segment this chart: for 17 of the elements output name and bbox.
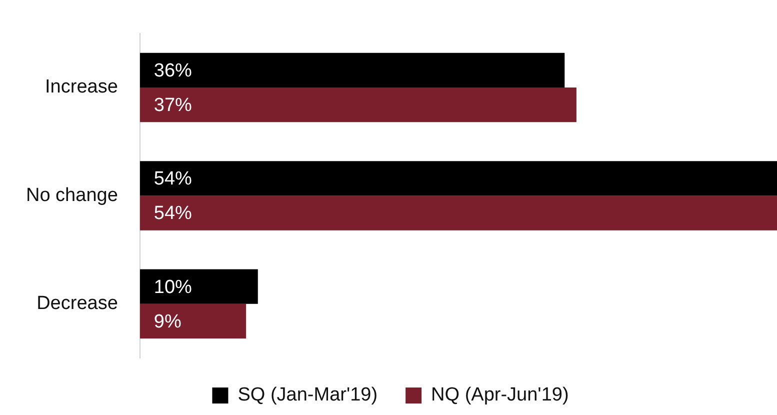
data-label: 36%: [154, 60, 192, 82]
bar: [140, 52, 565, 88]
y-tick-label: Decrease: [36, 293, 118, 314]
y-tick-label: No change: [26, 184, 118, 206]
data-label: 10%: [154, 276, 192, 298]
y-tick-label: Increase: [45, 76, 118, 98]
data-label: 54%: [154, 203, 192, 224]
legend-label: NQ (Apr-Jun'19): [431, 384, 569, 406]
data-label: 37%: [154, 95, 192, 116]
bar: [140, 269, 258, 304]
bar: [140, 161, 777, 196]
data-label: 54%: [154, 168, 192, 190]
data-label: 9%: [154, 311, 182, 332]
bar: [140, 304, 246, 339]
legend-label: SQ (Jan-Mar'19): [238, 384, 378, 406]
bar: [140, 88, 576, 122]
bar: [140, 196, 777, 230]
